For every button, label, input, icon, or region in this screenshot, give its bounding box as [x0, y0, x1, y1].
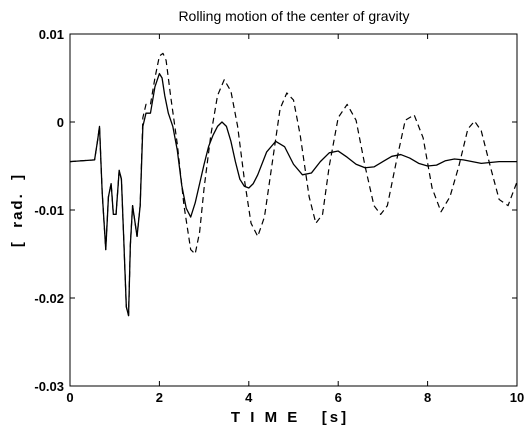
- x-axis: 0 2 4 6 8 10: [66, 34, 524, 405]
- y-tick-label: -0.02: [34, 291, 64, 306]
- x-tick-label: 10: [510, 390, 524, 405]
- series-layer: [69, 52, 518, 317]
- x-tick-label: 6: [335, 390, 342, 405]
- x-axis-label: T I M E [s]: [231, 409, 349, 426]
- x-tick-label: 2: [156, 390, 163, 405]
- y-axis-label: [ rad. ]: [9, 173, 26, 247]
- series-line-dashed: [69, 52, 518, 317]
- y-tick-label: -0.03: [34, 379, 64, 394]
- y-tick-label: 0.01: [39, 27, 64, 42]
- x-tick-label: 4: [245, 390, 253, 405]
- plot-frame: [69, 33, 518, 387]
- y-tick-label: -0.01: [34, 203, 64, 218]
- chart-title: Rolling motion of the center of gravity: [178, 8, 409, 24]
- y-tick-label: 0: [57, 115, 64, 130]
- series-line-solid: [69, 72, 517, 317]
- x-tick-label: 8: [424, 390, 431, 405]
- y-axis: 0.01 0 -0.01 -0.02 -0.03: [34, 27, 517, 394]
- x-tick-label: 0: [66, 390, 73, 405]
